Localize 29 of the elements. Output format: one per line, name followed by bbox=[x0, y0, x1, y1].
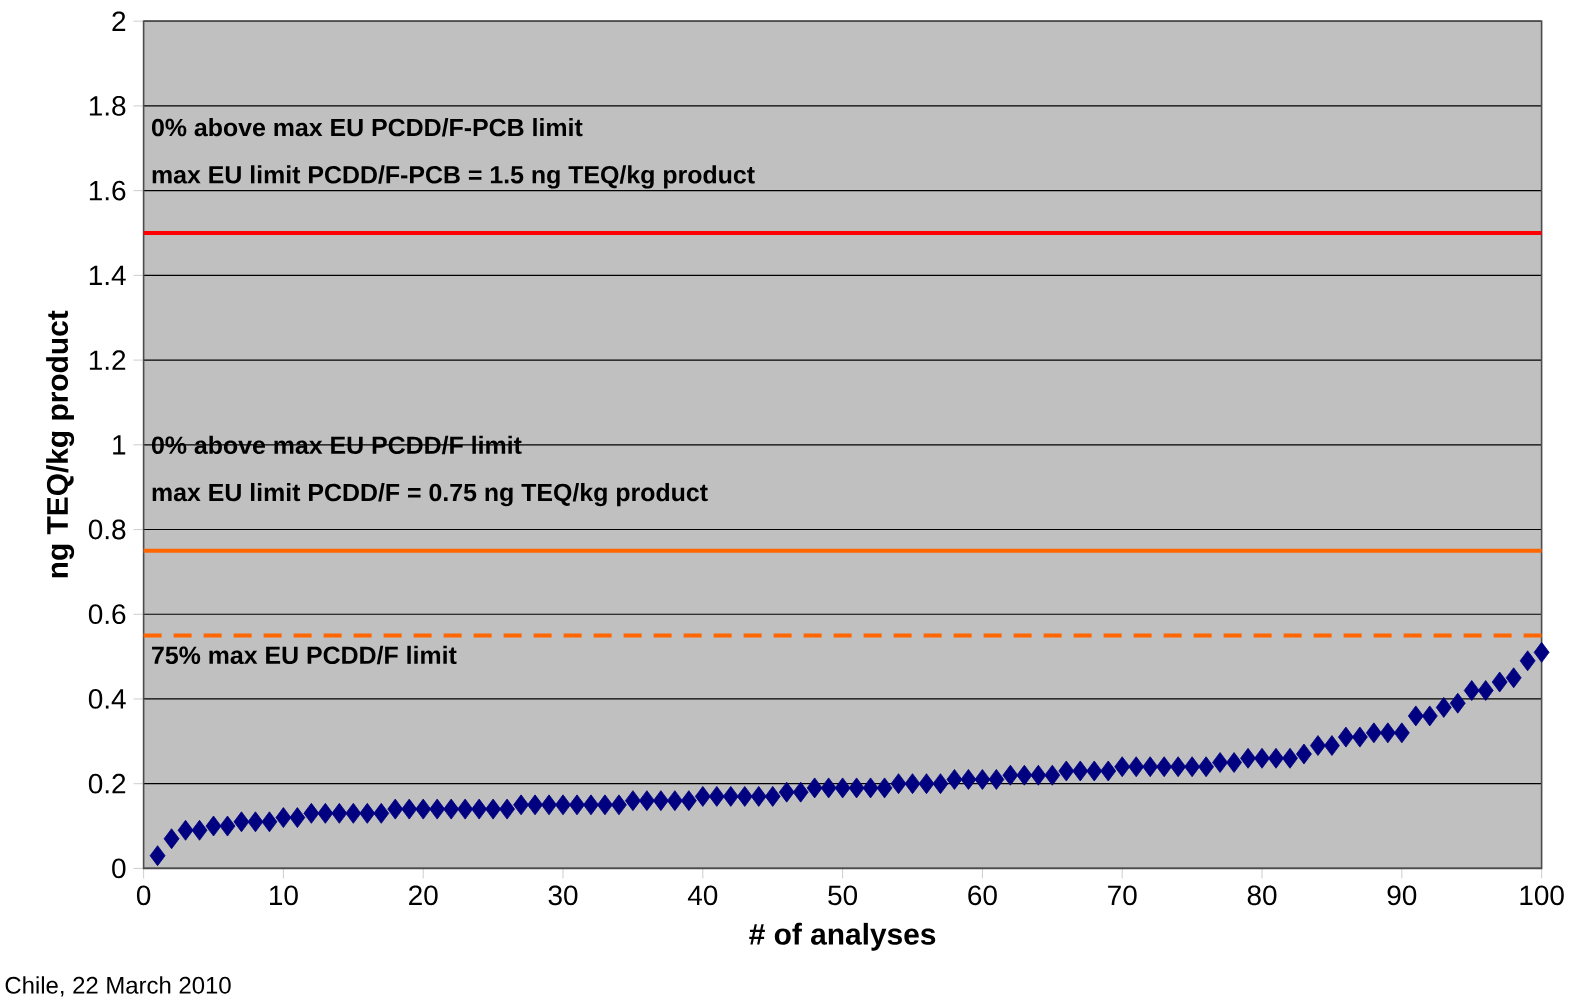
ref-line-label: max EU limit PCDD/F = 0.75 ng TEQ/kg product bbox=[152, 482, 708, 507]
x-tick-label: 30 bbox=[548, 885, 578, 906]
x-tick-label: 40 bbox=[687, 885, 718, 906]
text: Chile, 22 March 2010 bbox=[5, 976, 231, 997]
y-tick-label: 1.4 bbox=[89, 265, 126, 285]
x-tick-label: 70 bbox=[1108, 885, 1137, 906]
ref-line-label: 75% max EU PCDD/F limit bbox=[152, 645, 457, 665]
x-tick-label: 80 bbox=[1247, 885, 1277, 906]
x-tick-label: 20 bbox=[409, 885, 438, 906]
x-tick-label: 0 bbox=[136, 885, 151, 906]
y-axis-title: ng TEQ/kg product bbox=[46, 310, 75, 578]
y-tick-label: 0.2 bbox=[88, 773, 126, 794]
ref-line-label: max EU limit PCDD/F-PCB = 1.5 ng TEQ/kg product bbox=[152, 165, 755, 189]
annotation: 0% above max EU PCDD/F-PCB limit bbox=[151, 118, 583, 137]
x-tick-label: 60 bbox=[968, 885, 997, 906]
x-tick-label: 10 bbox=[270, 885, 298, 906]
y-tick-label: 0 bbox=[112, 858, 126, 879]
x-tick-label: 90 bbox=[1387, 885, 1417, 906]
x-axis-title: # of analyses bbox=[749, 922, 936, 951]
x-tick-label: 50 bbox=[828, 885, 858, 906]
y-tick-label: 2 bbox=[112, 11, 126, 31]
y-tick-label: 1.2 bbox=[89, 350, 126, 370]
y-tick-label: 1.6 bbox=[89, 180, 126, 201]
y-tick-label: 1.8 bbox=[89, 96, 126, 116]
y-tick-label: 0.4 bbox=[88, 689, 126, 709]
y-tick-label: 0.6 bbox=[88, 604, 126, 625]
y-tick-label: 1 bbox=[113, 435, 126, 455]
y-tick-label: 0.8 bbox=[88, 519, 126, 540]
x-tick-label: 100 bbox=[1520, 885, 1564, 906]
